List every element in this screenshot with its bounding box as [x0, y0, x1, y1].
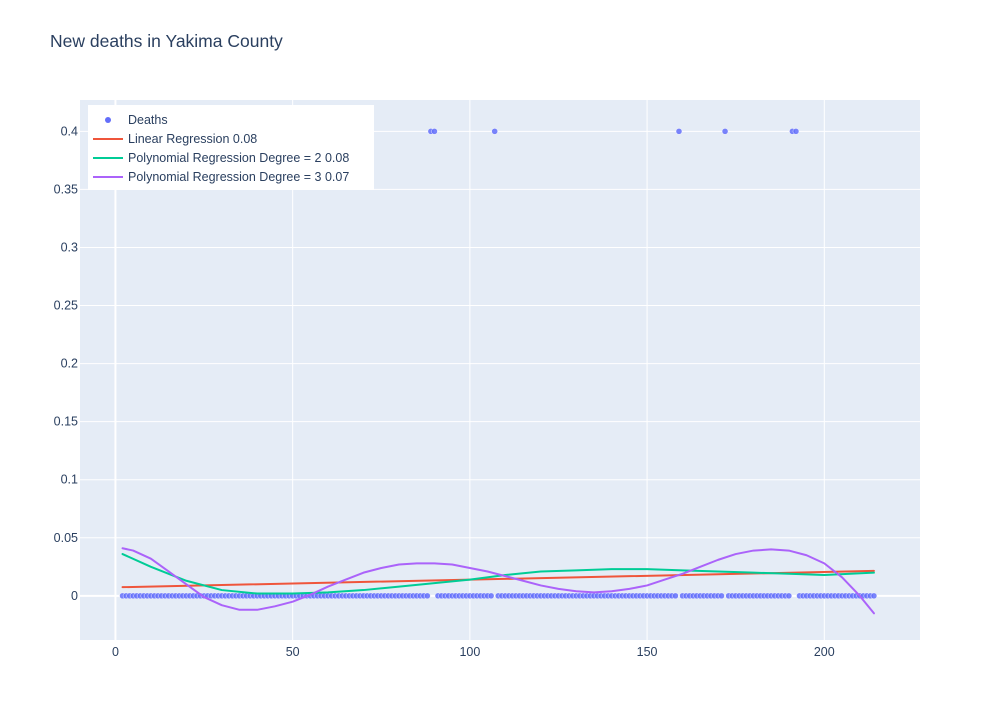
legend-label: Polynomial Regression Degree = 2 0.08 — [128, 151, 349, 165]
legend[interactable]: Deaths Linear Regression 0.08 Polynomial R… — [88, 105, 374, 190]
x-tick-label: 150 — [637, 645, 658, 659]
series-line-1[interactable] — [121, 569, 875, 589]
y-tick-label: 0.15 — [54, 415, 78, 429]
legend-item[interactable]: Deaths — [105, 113, 168, 127]
series-layer — [119, 128, 878, 615]
y-tick-label: 0.25 — [54, 299, 78, 313]
deaths-point[interactable] — [792, 128, 800, 135]
y-tick-label: 0.4 — [61, 124, 78, 138]
deaths-point[interactable] — [718, 592, 725, 600]
y-tick-label: 0.35 — [54, 182, 78, 196]
legend-box — [88, 105, 374, 190]
deaths-point[interactable] — [491, 128, 498, 135]
legend-marker — [105, 117, 111, 123]
deaths-point[interactable] — [672, 592, 679, 600]
y-tick-label: 0.2 — [61, 357, 78, 371]
legend-label: Deaths — [128, 113, 168, 127]
legend-item[interactable]: Polynomial Regression Degree = 3 0.07 — [93, 170, 349, 184]
y-tick-label: 0.05 — [54, 531, 78, 545]
deaths-point[interactable] — [487, 592, 495, 600]
legend-item[interactable]: Linear Regression 0.08 — [93, 132, 257, 146]
deaths-point[interactable] — [431, 128, 438, 135]
legend-label: Linear Regression 0.08 — [128, 132, 257, 146]
y-tick-label: 0 — [71, 589, 78, 603]
deaths-point[interactable] — [675, 128, 683, 135]
deaths-point[interactable] — [870, 592, 878, 600]
legend-item[interactable]: Polynomial Regression Degree = 2 0.08 — [93, 151, 349, 165]
x-tick-label: 50 — [286, 645, 300, 659]
x-tick-label: 100 — [459, 645, 480, 659]
deaths-point[interactable] — [721, 128, 729, 135]
legend-label: Polynomial Regression Degree = 3 0.07 — [128, 170, 349, 184]
series-line-3[interactable] — [121, 547, 875, 615]
tick-labels: 0 0.05 0.1 0.15 0.2 0.25 0.3 0.35 0.4 0 50 100 150 20… — [54, 124, 835, 659]
x-tick-label: 200 — [814, 645, 835, 659]
y-tick-label: 0.3 — [61, 240, 78, 254]
series-line-2[interactable] — [121, 553, 875, 595]
y-tick-label: 0.1 — [61, 473, 78, 487]
chart-title: New deaths in Yakima County — [50, 31, 283, 51]
deaths-point[interactable] — [424, 592, 431, 600]
x-tick-label: 0 — [112, 645, 119, 659]
deaths-point[interactable] — [785, 592, 793, 600]
